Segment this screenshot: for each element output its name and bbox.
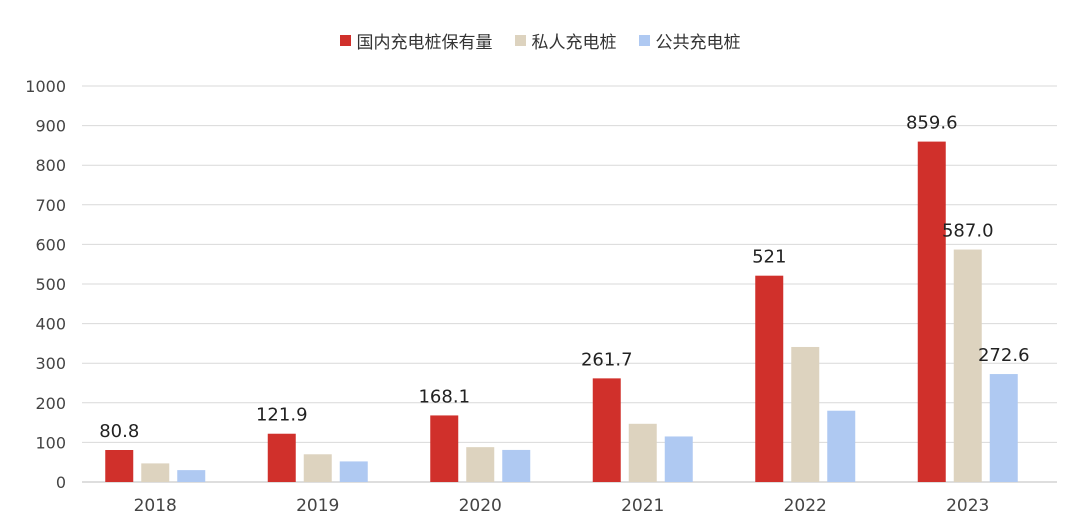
x-tick-label: 2018 (134, 496, 177, 516)
bar-2021-series-0 (592, 378, 621, 482)
y-tick-label: 900 (35, 117, 66, 136)
data-label-2022-series-0: 521 (752, 247, 786, 268)
data-label-2018-series-0: 80.8 (99, 421, 139, 442)
bar-2018-series-0 (105, 450, 134, 482)
x-axis: 2018 2019 2020 2021 2022 2023 (134, 496, 990, 516)
bar-2019-series-2 (339, 461, 368, 482)
x-tick-label: 2020 (459, 496, 502, 516)
data-label-2023-series-2: 272.6 (978, 345, 1030, 366)
bar-2018-series-2 (177, 470, 206, 482)
bar-2020-series-2 (502, 449, 531, 482)
legend-swatch-domestic (339, 35, 351, 46)
legend-label-private: 私人充电桩 (531, 33, 617, 53)
x-tick-label: 2021 (621, 496, 664, 516)
legend-label-public: 公共充电桩 (655, 33, 741, 53)
bar-2019-series-1 (303, 454, 332, 482)
bar-2021-series-2 (664, 436, 693, 482)
y-tick-label: 400 (35, 315, 66, 334)
legend-label-domestic: 国内充电桩保有量 (356, 33, 493, 53)
y-tick-label: 300 (35, 354, 66, 373)
y-tick-label: 800 (35, 156, 66, 175)
y-tick-label: 500 (35, 275, 66, 294)
grid-lines (82, 85, 1057, 483)
bar-2020-series-1 (466, 447, 495, 482)
bar-2018-series-1 (141, 463, 170, 482)
bar-2021-series-1 (628, 423, 657, 482)
legend-item-public: 公共充电桩 (638, 28, 741, 53)
y-tick-label: 0 (56, 473, 66, 492)
x-tick-label: 2023 (946, 496, 989, 516)
legend-swatch-private (514, 35, 526, 46)
bar-2022-series-2 (827, 410, 856, 482)
y-tick-label: 100 (35, 433, 66, 452)
data-labels: 80.8 121.9 168.1 261.7 521 859.6 587.0 272.6 (99, 113, 1029, 442)
legend-item-private: 私人充电桩 (514, 28, 617, 53)
bar-2023-series-2 (989, 374, 1018, 482)
legend-item-domestic: 国内充电桩保有量 (339, 28, 493, 53)
data-label-2019-series-0: 121.9 (256, 405, 308, 426)
bar-2023-series-1 (953, 249, 982, 482)
y-tick-label: 200 (35, 394, 66, 413)
bar-2023-series-0 (917, 141, 946, 483)
data-label-2020-series-0: 168.1 (418, 386, 470, 407)
data-label-2021-series-0: 261.7 (581, 349, 633, 370)
bar-2019-series-0 (267, 433, 296, 482)
legend-swatch-public (638, 35, 650, 46)
bar-2022-series-1 (791, 346, 820, 482)
y-tick-label: 1000 (25, 77, 66, 96)
bar-2020-series-0 (430, 415, 459, 482)
y-axis: 0 100 200 300 400 500 600 700 800 900 1000 (25, 77, 66, 492)
x-tick-label: 2022 (784, 496, 827, 516)
legend: 国内充电桩保有量 私人充电桩 公共充电桩 (0, 28, 1080, 53)
bar-2022-series-0 (755, 275, 784, 482)
y-tick-label: 600 (35, 235, 66, 254)
x-tick-label: 2019 (296, 496, 339, 516)
bars (105, 141, 1018, 483)
data-label-2023-series-1: 587.0 (942, 221, 994, 242)
data-label-2023-series-0: 859.6 (906, 113, 958, 134)
y-tick-label: 700 (35, 196, 66, 215)
